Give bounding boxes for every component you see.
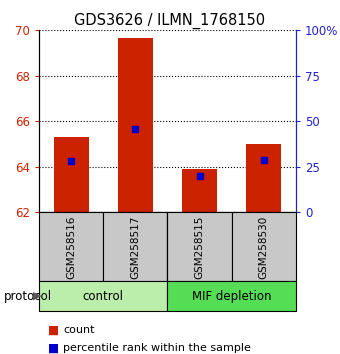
Bar — [53, 137, 89, 212]
Text: GSM258517: GSM258517 — [130, 215, 140, 279]
Bar — [167, 212, 232, 281]
Bar — [103, 212, 167, 281]
Text: MIF depletion: MIF depletion — [192, 290, 271, 303]
Text: protocol: protocol — [3, 290, 52, 303]
Text: percentile rank within the sample: percentile rank within the sample — [63, 343, 251, 353]
Bar — [39, 212, 103, 281]
Text: ▶: ▶ — [33, 291, 41, 301]
Bar — [167, 281, 296, 311]
Text: GSM258516: GSM258516 — [66, 215, 76, 279]
Text: GDS3626 / ILMN_1768150: GDS3626 / ILMN_1768150 — [74, 12, 266, 29]
Bar — [182, 169, 217, 212]
Text: ■: ■ — [48, 342, 59, 354]
Text: count: count — [63, 325, 95, 335]
Bar — [246, 144, 282, 212]
Bar — [118, 38, 153, 212]
Text: GSM258515: GSM258515 — [194, 215, 205, 279]
Bar — [39, 281, 167, 311]
Text: ■: ■ — [48, 324, 59, 337]
Bar — [232, 212, 296, 281]
Text: control: control — [83, 290, 124, 303]
Text: GSM258530: GSM258530 — [259, 215, 269, 279]
